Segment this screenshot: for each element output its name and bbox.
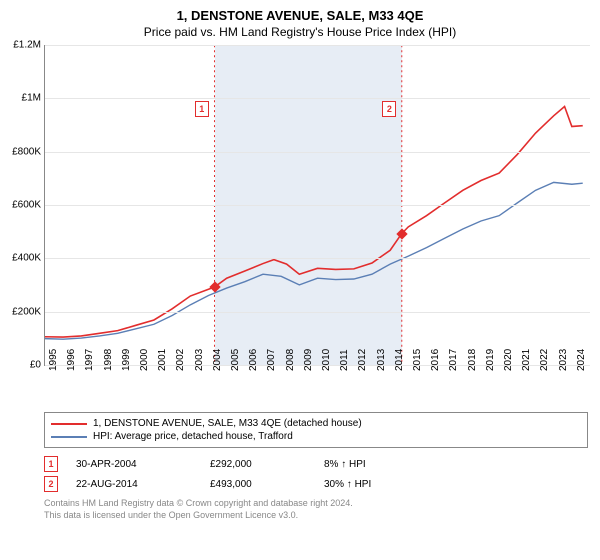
x-tick-label: 2001 (157, 349, 168, 371)
transaction-marker: 1 (195, 101, 209, 117)
x-tick-label: 2015 (412, 349, 423, 371)
y-tick-label: £1M (1, 93, 41, 104)
y-tick-label: £1.2M (1, 40, 41, 51)
transaction-number: 2 (44, 476, 58, 492)
legend-label: 1, DENSTONE AVENUE, SALE, M33 4QE (detac… (93, 418, 362, 429)
x-tick-label: 2011 (339, 349, 350, 371)
transaction-price: £493,000 (210, 479, 320, 490)
footer-attribution: Contains HM Land Registry data © Crown c… (44, 498, 588, 521)
x-tick-label: 2024 (576, 349, 587, 371)
x-tick-label: 2006 (248, 349, 259, 371)
y-tick-label: £400K (1, 253, 41, 264)
transaction-number: 1 (44, 456, 58, 472)
x-tick-label: 2014 (394, 349, 405, 371)
transaction-date: 30-APR-2004 (62, 459, 206, 470)
x-tick-label: 2016 (430, 349, 441, 371)
legend-item: HPI: Average price, detached house, Traf… (51, 430, 581, 443)
x-tick-label: 2019 (485, 349, 496, 371)
x-tick-label: 2003 (194, 349, 205, 371)
x-tick-label: 2018 (467, 349, 478, 371)
transaction-marker: 2 (382, 101, 396, 117)
y-gridline (45, 45, 590, 46)
x-tick-label: 2004 (212, 349, 223, 371)
x-tick-label: 2017 (448, 349, 459, 371)
footer-line-2: This data is licensed under the Open Gov… (44, 510, 588, 522)
y-tick-label: £200K (1, 306, 41, 317)
transaction-row: 2 22-AUG-2014 £493,000 30% ↑ HPI (44, 474, 588, 494)
x-tick-label: 2020 (503, 349, 514, 371)
x-tick-label: 2009 (303, 349, 314, 371)
x-tick-label: 2010 (321, 349, 332, 371)
x-tick-label: 1995 (48, 349, 59, 371)
x-tick-label: 2013 (376, 349, 387, 371)
x-tick-label: 2008 (285, 349, 296, 371)
x-tick-label: 2021 (521, 349, 532, 371)
transaction-row: 1 30-APR-2004 £292,000 8% ↑ HPI (44, 454, 588, 474)
x-tick-label: 1998 (103, 349, 114, 371)
plot-area: £0£200K£400K£600K£800K£1M£1.2M1995199619… (44, 45, 590, 366)
y-gridline (45, 205, 590, 206)
x-tick-label: 2012 (357, 349, 368, 371)
legend: 1, DENSTONE AVENUE, SALE, M33 4QE (detac… (44, 412, 588, 448)
y-gridline (45, 258, 590, 259)
x-tick-label: 2007 (266, 349, 277, 371)
chart-title: 1, DENSTONE AVENUE, SALE, M33 4QE (0, 0, 600, 23)
x-tick-label: 1996 (66, 349, 77, 371)
transaction-table: 1 30-APR-2004 £292,000 8% ↑ HPI 2 22-AUG-2014… (44, 454, 588, 494)
x-tick-label: 2023 (558, 349, 569, 371)
y-gridline (45, 312, 590, 313)
transaction-hpi: 30% ↑ HPI (324, 479, 424, 490)
transaction-date: 22-AUG-2014 (62, 479, 206, 490)
x-tick-label: 1997 (84, 349, 95, 371)
transaction-price: £292,000 (210, 459, 320, 470)
x-tick-label: 2002 (175, 349, 186, 371)
x-tick-label: 2005 (230, 349, 241, 371)
y-tick-label: £600K (1, 200, 41, 211)
x-tick-label: 2022 (539, 349, 550, 371)
chart-container: 1, DENSTONE AVENUE, SALE, M33 4QE Price … (0, 0, 600, 521)
y-tick-label: £0 (1, 360, 41, 371)
y-tick-label: £800K (1, 146, 41, 157)
legend-label: HPI: Average price, detached house, Traf… (93, 431, 293, 442)
x-tick-label: 1999 (121, 349, 132, 371)
chart-subtitle: Price paid vs. HM Land Registry's House … (0, 23, 600, 45)
footer-line-1: Contains HM Land Registry data © Crown c… (44, 498, 588, 510)
transaction-hpi: 8% ↑ HPI (324, 459, 424, 470)
x-tick-label: 2000 (139, 349, 150, 371)
legend-swatch (51, 436, 87, 438)
y-gridline (45, 98, 590, 99)
legend-item: 1, DENSTONE AVENUE, SALE, M33 4QE (detac… (51, 417, 581, 430)
series-line (45, 107, 583, 338)
legend-swatch (51, 423, 87, 425)
y-gridline (45, 152, 590, 153)
